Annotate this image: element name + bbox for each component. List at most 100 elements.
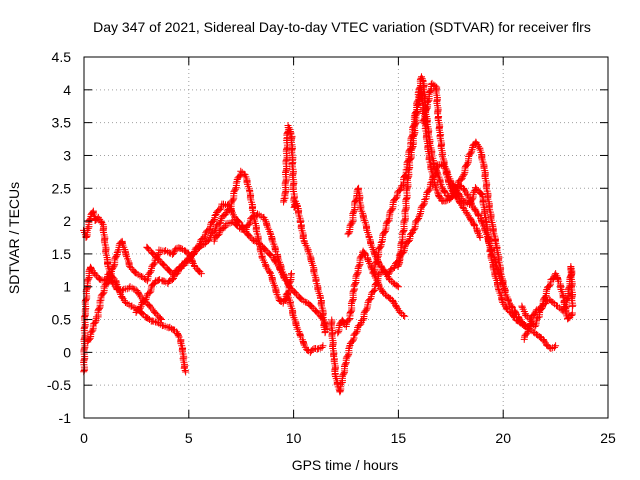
data-point-marker [179,262,187,270]
data-point-marker [91,270,99,278]
data-point-marker [434,188,442,196]
data-point-marker [185,256,193,264]
data-point-marker [98,219,106,227]
data-point-marker [442,197,450,205]
data-point-marker [531,310,539,318]
data-point-marker [194,242,202,250]
data-point-marker [352,329,360,337]
data-point-marker [228,207,236,215]
data-point-marker [215,230,223,238]
data-point-marker [546,282,554,290]
series-track-f [210,210,331,333]
data-point-marker [250,236,258,244]
data-point-marker [95,275,103,283]
data-point-marker [210,217,218,225]
series-track-h [282,290,327,356]
x-tick-label: 15 [391,430,407,446]
data-point-marker [160,277,168,285]
y-tick-label: 1 [63,279,71,295]
data-point-marker [222,210,230,218]
data-point-marker [246,233,254,241]
data-point-marker [431,182,439,190]
data-point-marker [215,219,223,227]
data-point-marker [410,226,418,234]
data-point-marker [466,196,474,204]
data-point-marker [475,232,483,240]
series-track-n [419,79,484,241]
data-point-marker [95,304,103,312]
data-point-marker [293,323,301,331]
data-point-marker [177,244,185,252]
data-point-marker [408,144,416,152]
data-point-marker [463,160,471,168]
data-point-marker [287,271,295,279]
data-point-marker [355,262,363,270]
data-point-marker [492,261,500,269]
data-point-marker [467,149,475,157]
data-point-marker [503,293,511,301]
data-point-marker [211,212,219,220]
data-point-marker [397,186,405,194]
data-point-marker [401,312,409,320]
data-point-marker [562,310,570,318]
data-point-marker [364,256,372,264]
data-point-marker [399,228,407,236]
y-tick-label: 2.5 [52,180,72,196]
data-point-marker [318,343,326,351]
data-point-marker [287,285,295,293]
series-track-c [84,237,205,346]
data-point-marker [568,309,576,317]
data-point-marker [477,190,485,198]
data-point-marker [433,169,441,177]
data-point-marker [523,329,531,337]
data-point-marker [291,289,299,297]
plot-border [83,56,609,419]
data-point-marker [170,248,178,256]
data-point-marker [221,223,229,231]
data-point-marker [401,242,409,250]
data-point-marker [146,316,154,324]
data-point-marker [345,343,353,351]
data-point-marker [265,268,273,276]
data-point-marker [165,267,173,275]
data-point-marker [298,336,306,344]
data-point-marker [254,210,262,218]
data-point-marker [304,246,312,254]
y-tick-label: 0.5 [52,312,72,328]
data-point-marker [380,229,388,237]
data-point-marker [497,275,505,283]
y-tick-label: 0 [63,344,71,360]
y-tick-label: -0.5 [47,377,71,393]
data-point-marker [438,183,446,191]
data-point-marker [398,238,406,246]
data-point-marker [268,236,276,244]
data-point-marker [150,260,158,268]
data-point-marker [438,196,446,204]
data-point-marker [96,297,104,305]
data-point-marker [388,206,396,214]
data-point-marker [251,237,259,245]
data-point-marker [191,263,199,271]
x-tick-label: 0 [80,430,88,446]
data-point-marker [232,185,240,193]
data-point-marker [141,297,149,305]
data-point-marker [300,297,308,305]
data-point-marker [181,258,189,266]
data-point-marker [245,220,253,228]
data-point-marker [307,258,315,266]
data-point-marker [216,205,224,213]
data-point-marker [393,303,401,311]
data-point-marker [481,226,489,234]
data-point-marker [128,284,136,292]
data-point-marker [522,312,530,320]
data-point-marker [478,218,486,226]
data-point-marker [456,199,464,207]
data-point-marker [87,265,95,273]
data-point-marker [86,215,94,223]
data-point-marker [164,248,172,256]
data-point-marker [345,229,353,237]
data-point-marker [175,267,183,275]
data-point-marker [378,264,386,272]
data-point-marker [154,255,162,263]
